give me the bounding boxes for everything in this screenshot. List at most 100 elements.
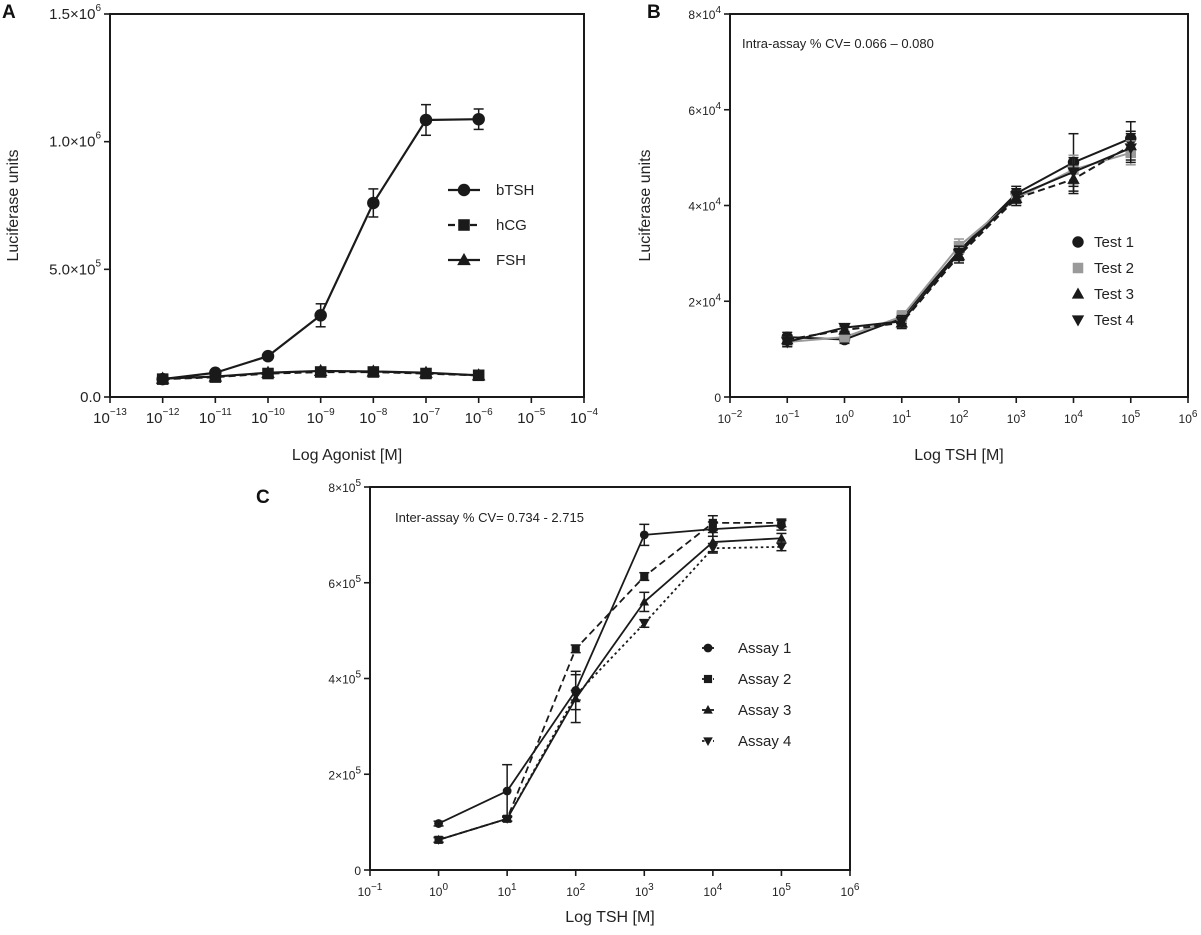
panel-a-x-tick-label: 10−12 (146, 407, 180, 427)
panel-a-y-tick-label-exp: 6 (95, 3, 101, 14)
panel-c-x-tick-label-base: 10 (772, 885, 786, 899)
panel-a-x-tick-label: 10−8 (359, 407, 388, 427)
panel-a-x-tick-label-base: 10 (251, 410, 268, 427)
panel-c-x-tick-label: 103 (635, 882, 654, 899)
panel-b-data-point (1067, 167, 1080, 179)
panel-c-data-point (502, 786, 512, 796)
panel-b-x-tick-label-exp: 6 (1192, 409, 1198, 420)
panel-b-series-4 (781, 132, 1137, 349)
panel-a-y-tick-label-base: 0.0 (80, 389, 101, 406)
panel-b-y-tick-label: 6×104 (688, 101, 721, 118)
panel-b-x-tick-label-base: 10 (892, 412, 906, 426)
panel-label-a: A (2, 2, 16, 23)
panel-b-legend-marker (1072, 236, 1084, 248)
panel-c-series-line (438, 545, 782, 841)
panel-a-data-point (472, 112, 485, 126)
panel-c-x-tick-label-exp: −1 (371, 882, 383, 893)
panel-c-legend-marker (703, 737, 713, 747)
panel-c-data-point (433, 836, 444, 845)
panel-b-y-tick-label-base: 0 (714, 391, 721, 405)
panel-c-legend-marker (703, 643, 713, 653)
panel-b-legend-label: Test 3 (1094, 286, 1134, 303)
panel-c-x-tick-label-exp: 1 (511, 882, 517, 893)
panel-label-b: B (647, 2, 661, 23)
panel-c-x-tick-label-base: 10 (566, 885, 580, 899)
panel-c-x-tick-label: 10−1 (358, 882, 383, 899)
panel-b-y-tick-label-exp: 4 (715, 197, 721, 208)
panel-c-y-tick-label-exp: 5 (355, 670, 361, 681)
panel-c-y-tick-label: 4×105 (328, 670, 361, 687)
panel-b-series-1 (781, 120, 1137, 346)
panel-c-series-1 (433, 519, 787, 828)
panel-b-data-point (895, 316, 908, 328)
panel-b-x-tick-label-base: 10 (775, 412, 789, 426)
panel-a-legend-marker (457, 252, 471, 266)
panel-a-data-point (366, 364, 381, 377)
panel-a-frame (109, 13, 585, 398)
panel-c-y-tick-label: 8×105 (328, 478, 361, 495)
panel-c-x-tick-label: 106 (841, 882, 860, 899)
panel-b-y-tick-label-base: 4×10 (688, 200, 715, 214)
panel-c-data-point (776, 533, 787, 542)
panel-c-y-tick-label: 0 (354, 864, 361, 878)
panel-b-x-tick-label-exp: 4 (1077, 409, 1083, 420)
panel-c-x-tick-label-exp: 4 (717, 882, 723, 893)
panel-b-y-tick-label: 0 (714, 391, 721, 405)
panel-c-legend-label: Assay 2 (738, 671, 791, 688)
panel-c-y-tick-label-exp: 5 (355, 574, 361, 585)
panel-a-x-tick-label-exp: −10 (268, 407, 285, 418)
panel-c-x-tick-label: 104 (703, 882, 722, 899)
panel-a-legend-marker (457, 183, 471, 197)
panel-a-x-tick-label: 10−7 (412, 407, 441, 427)
panel-a-y-tick-label-base: 1.0×10 (49, 134, 95, 151)
panel-c-x-tick-label: 101 (498, 882, 517, 899)
panel-b-x-tick-label: 103 (1007, 409, 1026, 426)
panel-a-legend-label: hCG (496, 217, 527, 234)
panel-b-y-tick-label-exp: 4 (715, 292, 721, 303)
panel-c-data-point (777, 518, 786, 527)
panel-b-x-tick-label: 102 (950, 409, 969, 426)
panel-a-x-tick-label-base: 10 (359, 410, 376, 427)
panel-c-legend-label: Assay 3 (738, 702, 791, 719)
panel-c-x-tick-label-exp: 0 (442, 882, 448, 893)
panel-b-legend-label: Test 4 (1094, 312, 1134, 329)
panel-a-x-tick-label-exp: −9 (323, 407, 335, 418)
panel-c-legend-label: Assay 4 (738, 733, 791, 750)
panel-a-x-tick-label-base: 10 (307, 410, 324, 427)
panel-a-series-line (162, 118, 479, 381)
panel-a-y-tick-label-base: 5.0×10 (49, 261, 95, 278)
panel-c-data-point (570, 691, 581, 701)
panel-b-x-tick-label-exp: 3 (1020, 409, 1026, 420)
panel-a-x-tick-label: 10−9 (307, 407, 336, 427)
panel-b-x-tick-label-base: 10 (1064, 412, 1078, 426)
panel-b-y-tick-label: 4×104 (688, 197, 721, 214)
panel-a-legend-marker (458, 219, 470, 231)
panel-a-x-tick-label-exp: −7 (429, 407, 441, 418)
panel-c-series-line (438, 522, 782, 841)
panel-c-data-point (639, 596, 650, 606)
panel-a-y-tick-label: 1.5×106 (49, 3, 101, 23)
panel-b-y-tick-label: 8×104 (688, 5, 721, 22)
panel-a-legend-label: FSH (496, 252, 526, 269)
panel-a-x-tick-label-exp: −12 (163, 407, 180, 418)
panel-c-x-axis-label: Log TSH [M] (565, 909, 655, 926)
panel-a-series-3 (155, 363, 486, 384)
panel-a-data-point (419, 365, 433, 378)
panel-b-x-tick-label-base: 10 (718, 412, 732, 426)
panel-b-x-tick-label: 100 (835, 409, 854, 426)
panel-b-x-tick-label: 10−2 (718, 409, 743, 426)
panel-c-x-tick-label-base: 10 (358, 885, 372, 899)
panel-b-x-tick-label-exp: 5 (1135, 409, 1141, 420)
panel-c-data-point (639, 619, 650, 629)
panel-a-x-tick-label-base: 10 (570, 410, 587, 427)
panel-c-annotation: Inter-assay % CV= 0.734 - 2.715 (395, 510, 584, 525)
panel-a-y-tick-label: 1.0×106 (49, 131, 101, 151)
panel-a-x-tick-label: 10−11 (199, 407, 232, 427)
panel-c-data-point (571, 644, 580, 653)
panel-a-x-tick-label: 10−5 (517, 407, 546, 427)
panel-c-y-tick-label-base: 8×10 (328, 481, 355, 495)
panel-label-c: C (256, 487, 270, 508)
panel-c-x-tick-label-base: 10 (498, 885, 512, 899)
panel-b-x-tick-label-exp: −1 (788, 409, 800, 420)
